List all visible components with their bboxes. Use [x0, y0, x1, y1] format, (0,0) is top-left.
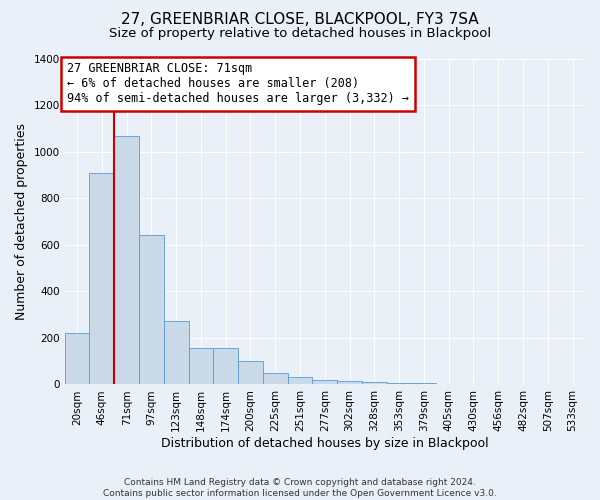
Bar — [313, 380, 337, 384]
Bar — [164, 320, 188, 384]
Bar — [114, 136, 139, 384]
Text: 27 GREENBRIAR CLOSE: 71sqm
← 6% of detached houses are smaller (208)
94% of semi: 27 GREENBRIAR CLOSE: 71sqm ← 6% of detac… — [67, 62, 409, 106]
Bar — [89, 173, 114, 384]
Bar — [238, 361, 263, 384]
Text: Contains HM Land Registry data © Crown copyright and database right 2024.
Contai: Contains HM Land Registry data © Crown c… — [103, 478, 497, 498]
Bar — [188, 348, 214, 384]
Bar — [263, 373, 287, 384]
Bar — [362, 382, 387, 384]
Bar — [387, 382, 412, 384]
Text: 27, GREENBRIAR CLOSE, BLACKPOOL, FY3 7SA: 27, GREENBRIAR CLOSE, BLACKPOOL, FY3 7SA — [121, 12, 479, 28]
Y-axis label: Number of detached properties: Number of detached properties — [15, 123, 28, 320]
Text: Size of property relative to detached houses in Blackpool: Size of property relative to detached ho… — [109, 28, 491, 40]
Bar — [65, 334, 89, 384]
Bar — [287, 378, 313, 384]
Bar — [139, 234, 164, 384]
Bar — [337, 381, 362, 384]
X-axis label: Distribution of detached houses by size in Blackpool: Distribution of detached houses by size … — [161, 437, 488, 450]
Bar — [214, 348, 238, 384]
